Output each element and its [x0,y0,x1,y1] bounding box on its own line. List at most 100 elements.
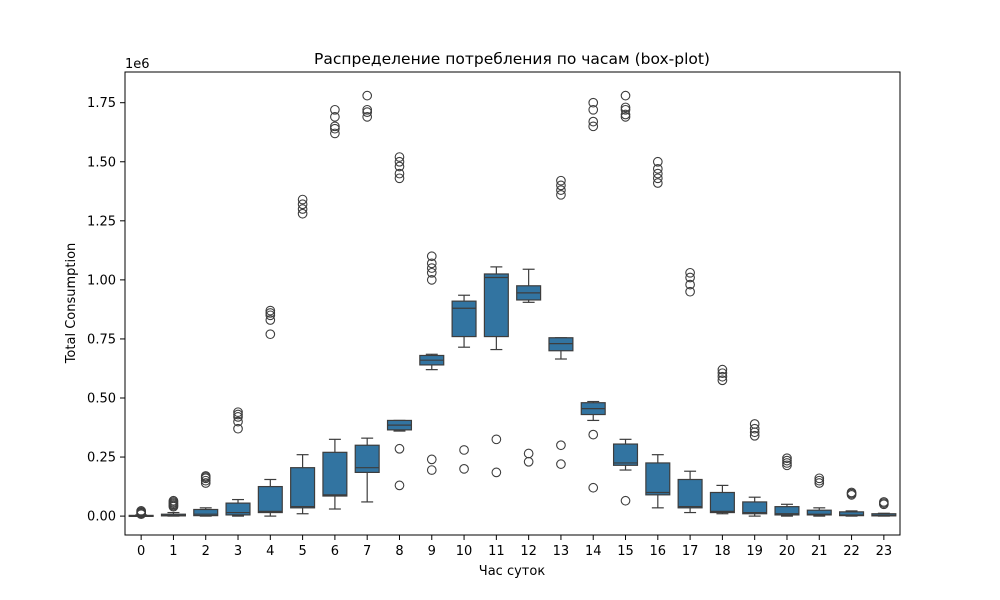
flier-9-1 [426,454,437,465]
flier-19-2 [749,423,760,434]
flier-6-1 [330,123,340,134]
box-6 [322,451,348,497]
flier-6-3 [330,112,340,122]
box-11 [483,273,509,338]
x-tick-label-20: 20 [779,544,796,559]
flier-3-2 [233,412,243,422]
y-tick-label-2: 0.50 [87,391,116,406]
flier-9-4 [426,263,437,273]
x-tick-label-18: 18 [714,544,731,559]
x-tick-label-19: 19 [746,544,763,559]
x-tick-label-4: 4 [266,544,274,559]
flier-6-4 [330,104,340,115]
x-tick-label-0: 0 [137,544,145,559]
flier-13-1 [556,440,566,451]
flier-14-5 [588,97,599,108]
x-tick-label-5: 5 [298,544,306,559]
flier-21-2 [814,473,825,484]
flier-6-2 [330,121,340,132]
flier-18-3 [717,364,728,375]
flier-0-4 [136,506,146,516]
flier-18-2 [717,368,728,379]
flier-10-0 [459,464,469,474]
x-tick-label-6: 6 [331,544,339,559]
box-10 [451,300,477,338]
flier-9-0 [426,465,437,475]
flier-10-1 [459,445,469,455]
flier-8-2 [394,173,405,184]
x-tick-label-11: 11 [488,544,505,559]
flier-4-1 [265,315,276,325]
flier-22-2 [846,487,857,498]
x-tick-label-16: 16 [650,544,667,559]
flier-4-2 [265,310,276,321]
y-axis-label: Total Consumption [64,243,79,365]
flier-8-0 [394,480,405,491]
plot-area: 0.000.250.500.751.001.251.501.750 1 2 3 4 5 6 7… [87,71,901,559]
box-7 [354,444,380,474]
flier-15-5 [620,90,631,101]
x-tick-label-17: 17 [682,544,699,559]
flier-19-0 [749,430,760,441]
x-tick-label-8: 8 [395,544,403,559]
flier-8-6 [394,152,405,162]
flier-11-1 [491,434,502,445]
x-tick-label-10: 10 [456,544,473,559]
box-5 [290,467,316,509]
flier-13-3 [556,185,566,195]
flier-13-4 [556,180,566,191]
y-tick-label-4: 1.00 [87,273,116,288]
y-tick-label-3: 0.75 [87,332,116,347]
flier-17-0 [685,286,695,297]
flier-9-3 [426,267,437,278]
flier-4-4 [265,305,276,316]
flier-3-1 [233,416,243,427]
y-tick-label-7: 1.75 [87,96,116,111]
flier-9-6 [426,251,437,262]
flier-7-3 [362,90,373,101]
flier-23-2 [879,497,889,507]
x-tick-label-23: 23 [876,544,893,559]
flier-16-1 [652,173,663,184]
flier-21-1 [814,475,825,486]
flier-16-4 [652,156,663,167]
flier-15-4 [620,102,631,113]
flier-15-1 [620,112,631,122]
x-tick-label-12: 12 [520,544,537,559]
x-tick-label-7: 7 [363,544,371,559]
flier-6-0 [330,128,340,139]
flier-14-4 [588,104,599,115]
flier-17-2 [685,272,695,283]
flier-18-1 [717,371,728,382]
y-tick-label-5: 1.25 [87,214,116,229]
flier-18-0 [717,375,728,386]
flier-4-0 [265,329,276,340]
flier-1-5 [168,495,179,506]
x-axis-label: Час суток [479,564,546,579]
flier-7-0 [362,112,373,122]
flier-8-3 [394,168,405,179]
flier-2-0 [200,478,211,488]
flier-15-3 [620,104,631,115]
flier-14-0 [588,482,599,493]
box-20 [774,506,800,516]
x-tick-label-21: 21 [811,544,828,559]
flier-9-2 [426,275,437,285]
flier-21-0 [814,478,825,488]
x-tick-label-9: 9 [428,544,436,559]
flier-20-0 [782,460,792,471]
box-21 [806,509,832,516]
flier-15-0 [620,495,631,506]
x-tick-label-3: 3 [234,544,242,559]
flier-13-5 [556,175,566,186]
flier-5-3 [297,194,308,205]
flier-5-1 [297,204,308,214]
flier-13-2 [556,189,566,200]
x-tick-label-14: 14 [585,544,602,559]
flier-16-3 [652,164,663,174]
flier-20-1 [782,458,792,468]
flier-19-3 [749,419,760,429]
box-4 [257,485,283,514]
flier-16-2 [652,168,663,179]
